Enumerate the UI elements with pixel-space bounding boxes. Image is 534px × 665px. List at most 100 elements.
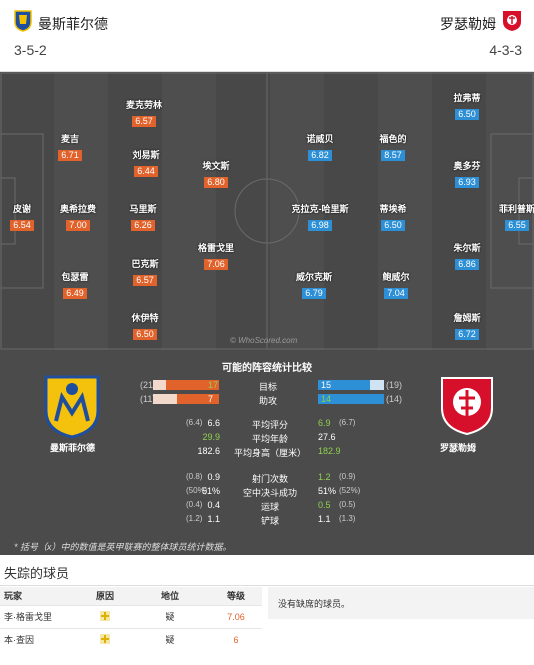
home-player[interactable]: 休伊特 6.50 xyxy=(105,312,185,342)
missing-player-row[interactable]: 本·查因 疑 6 xyxy=(0,627,262,651)
home-stat-value: 0.9 xyxy=(207,472,220,482)
stat-label: 平均年龄 xyxy=(251,434,288,444)
injury-icon xyxy=(100,610,110,621)
away-stat-value: 0.5 xyxy=(318,500,331,510)
missing-player-row[interactable]: 李·格雷戈里 疑 7.06 xyxy=(0,604,262,628)
player-rating: 6.93 xyxy=(455,177,479,188)
missing-player-status: 疑 xyxy=(130,627,210,651)
home-player[interactable]: 埃文斯 6.80 xyxy=(176,160,256,190)
match-header: 曼斯菲尔德 3-5-2 罗瑟勒姆 4-3-3 xyxy=(0,0,534,72)
home-player[interactable]: 格雷戈里 7.06 xyxy=(176,242,256,272)
player-name: 奥多芬 xyxy=(453,161,481,171)
away-formation: 4-3-3 xyxy=(489,42,522,58)
away-player[interactable]: 威尔克斯 6.79 xyxy=(274,271,354,301)
player-rating: 6.71 xyxy=(58,150,82,161)
home-stat-avg: (50%) xyxy=(186,486,208,495)
player-rating: 6.57 xyxy=(132,116,156,127)
player-name: 蒂埃希 xyxy=(379,204,407,214)
player-rating: 6.72 xyxy=(455,329,479,340)
injury-icon xyxy=(100,633,110,644)
home-stat-avg: (6.4) xyxy=(186,418,203,427)
column-header-player[interactable]: 玩家 xyxy=(4,591,23,602)
player-name: 麦克劳林 xyxy=(125,100,162,110)
home-stat-avg: (0.8) xyxy=(186,472,203,481)
player-rating: 6.44 xyxy=(134,166,158,177)
player-name: 休伊特 xyxy=(131,313,159,323)
column-header-rating[interactable]: 等级 xyxy=(226,591,245,602)
player-name: 菲利普斯 xyxy=(498,204,534,214)
away-player[interactable]: 奥多芬 6.93 xyxy=(427,160,507,190)
away-stats-label: 罗瑟勒姆 xyxy=(440,443,477,453)
home-player[interactable]: 皮谢 6.54 xyxy=(0,203,62,233)
player-rating: 7.06 xyxy=(204,259,228,270)
away-player[interactable]: 福色的 8.57 xyxy=(353,133,433,163)
missing-player-name[interactable]: 本·查因 xyxy=(0,627,80,651)
away-crest-icon xyxy=(440,376,494,436)
home-stat-avg: (0.4) xyxy=(186,500,203,509)
stat-label: 铲球 xyxy=(260,516,279,526)
home-player[interactable]: 巴克斯 6.57 xyxy=(105,258,185,288)
column-header-reason[interactable]: 原因 xyxy=(95,591,114,602)
away-bar-fill xyxy=(318,394,384,404)
home-bar-value: 7 xyxy=(208,394,214,404)
away-player[interactable]: 蒂埃希 6.50 xyxy=(353,203,433,233)
player-rating: 6.98 xyxy=(308,220,332,231)
home-bar-avg: (21) xyxy=(140,380,157,390)
player-rating: 6.82 xyxy=(308,150,332,161)
player-rating: 6.54 xyxy=(10,220,34,231)
home-crest-icon xyxy=(44,375,100,439)
away-player[interactable]: 詹姆斯 6.72 xyxy=(427,312,507,342)
away-stat-avg: (1.3) xyxy=(339,514,356,523)
away-player[interactable]: 克拉克-哈里斯 6.98 xyxy=(280,203,360,233)
player-rating: 6.57 xyxy=(133,275,157,286)
away-player[interactable]: 诺威贝 6.82 xyxy=(280,133,360,163)
home-stat-value: 29.9 xyxy=(202,432,220,442)
away-stat-avg: (6.7) xyxy=(339,418,356,427)
player-rating: 6.55 xyxy=(505,220,529,231)
home-player[interactable]: 马里斯 6.26 xyxy=(103,203,183,233)
home-team-name[interactable]: 曼斯菲尔德 xyxy=(38,16,108,32)
away-player[interactable]: 菲利普斯 6.55 xyxy=(477,203,534,233)
home-stat-avg: (1.2) xyxy=(186,514,203,523)
stat-label: 射门次数 xyxy=(251,474,288,484)
player-name: 朱尔斯 xyxy=(453,243,481,253)
lineup-stats-comparison: 可能的阵容统计比较 曼斯菲尔德 罗瑟勒姆 (21) 17 目标 15 (19) (11) 7… xyxy=(0,350,534,555)
away-team-name[interactable]: 罗瑟勒姆 xyxy=(440,16,496,32)
player-name: 鲍威尔 xyxy=(382,272,410,282)
player-name: 马里斯 xyxy=(129,204,157,214)
home-player[interactable]: 刘易斯 6.44 xyxy=(106,149,186,179)
player-name: 巴克斯 xyxy=(131,259,159,269)
missing-players-section: 失踪的球员 玩家 原因 地位 等级 李·格雷戈里疑 7.06 本·查因疑 6 没有缺席… xyxy=(0,555,534,665)
away-player[interactable]: 朱尔斯 6.86 xyxy=(427,242,507,272)
stats-title: 可能的阵容统计比较 xyxy=(222,363,312,374)
player-name: 格雷戈里 xyxy=(197,243,234,253)
stat-label: 平均评分 xyxy=(251,420,288,430)
home-bar-value: 17 xyxy=(208,380,219,390)
away-player[interactable]: 拉弗蒂 6.50 xyxy=(427,92,507,122)
player-name: 埃文斯 xyxy=(202,161,230,171)
player-rating: 7.00 xyxy=(66,220,90,231)
home-player[interactable]: 麦克劳林 6.57 xyxy=(104,99,184,129)
away-player[interactable]: 鲍威尔 7.04 xyxy=(356,271,436,301)
home-bar-fill xyxy=(176,394,219,404)
home-player[interactable]: 奥希拉费 7.00 xyxy=(38,203,118,233)
away-bar-value: 14 xyxy=(321,394,332,404)
column-header-status[interactable]: 地位 xyxy=(160,591,179,602)
bar-stat-label: 目标 xyxy=(258,382,277,392)
away-stat-value: 182.9 xyxy=(318,446,341,456)
missing-player-status: 疑 xyxy=(130,604,210,628)
home-bar-fill xyxy=(165,380,219,390)
home-stat-value: 0.4 xyxy=(207,500,220,510)
player-name: 诺威贝 xyxy=(306,134,334,144)
player-name: 麦吉 xyxy=(60,134,79,144)
home-player[interactable]: 包瑟雷 6.49 xyxy=(35,271,115,301)
missing-player-name[interactable]: 李·格雷戈里 xyxy=(0,604,80,628)
player-rating: 6.86 xyxy=(455,259,479,270)
player-name: 皮谢 xyxy=(12,204,31,214)
player-rating: 6.49 xyxy=(63,288,87,299)
player-name: 刘易斯 xyxy=(132,150,160,160)
home-team-badge-icon xyxy=(14,10,32,32)
missing-players-table: 玩家 原因 地位 等级 李·格雷戈里疑 7.06 本·查因疑 6 xyxy=(0,587,262,651)
home-player[interactable]: 麦吉 6.71 xyxy=(30,133,110,163)
stat-label: 运球 xyxy=(260,502,279,512)
